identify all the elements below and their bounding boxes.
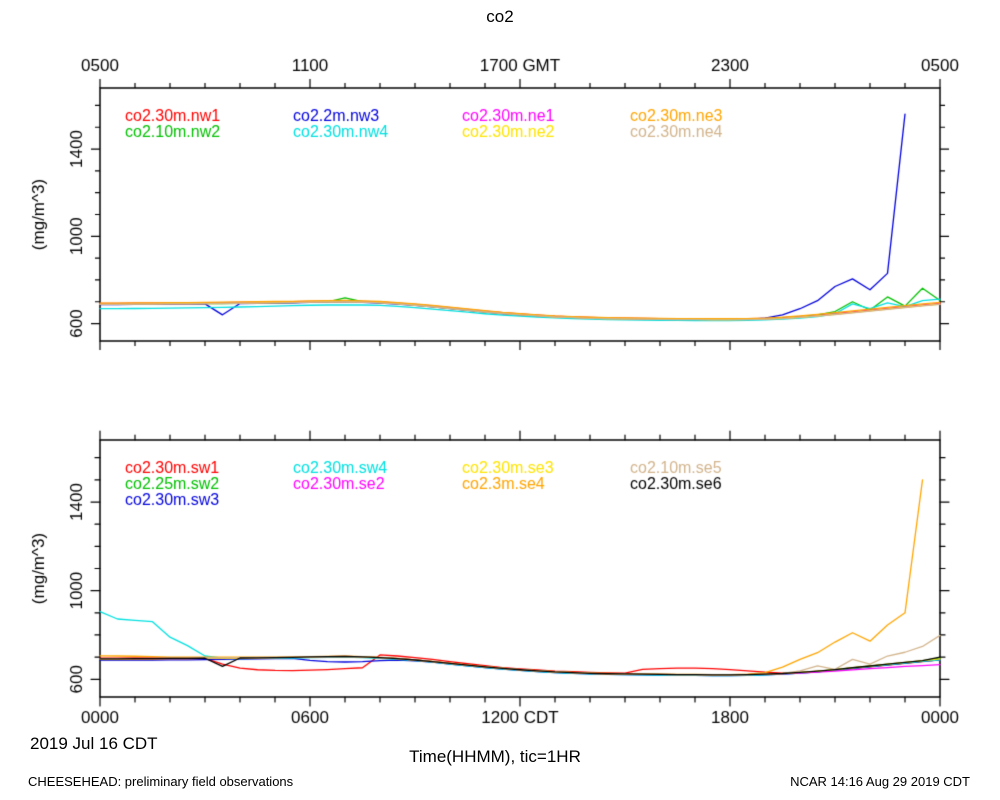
footer-timestamp: NCAR 14:16 Aug 29 2019 CDT xyxy=(790,774,970,789)
chart-title: co2 xyxy=(486,7,514,26)
date-label: 2019 Jul 16 CDT xyxy=(30,734,158,753)
x-axis-label: Time(HHMM), tic=1HR xyxy=(409,747,581,766)
footer-caption: CHEESEHEAD: preliminary field observatio… xyxy=(28,774,294,789)
